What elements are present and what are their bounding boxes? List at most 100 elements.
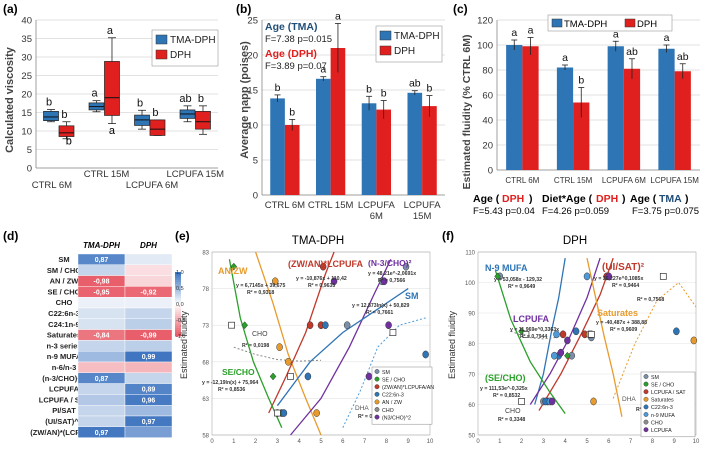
- panel-a-box-dph: [195, 111, 211, 130]
- panel-d-scale-step: [175, 300, 181, 303]
- panel-e-data-point: [385, 321, 392, 330]
- panel-d-row-label: n-6/n-3: [52, 363, 77, 372]
- panel-d-heat-cell: [124, 307, 173, 320]
- panel-d-scale-step: [175, 302, 181, 305]
- panel-c-significance-label: a: [664, 32, 670, 44]
- panel-b-category-label: 15M: [413, 211, 432, 222]
- panel-a-box-dph: [58, 125, 75, 137]
- panel-d-scale-step: [175, 328, 181, 331]
- panel-c-stat-title-dph: DPH: [596, 193, 618, 205]
- panel-d-scale-step: [175, 280, 181, 283]
- panel-c-significance-label: a: [528, 25, 534, 37]
- panel-d-scale-step: [175, 288, 181, 291]
- panel-e-data-point: [241, 321, 249, 330]
- panel-e-legend-entry: C22:6n-3: [382, 393, 404, 399]
- panel-b-significance-label: a: [320, 64, 326, 76]
- panel-b-legend: TMA-DPH DPH: [375, 25, 443, 63]
- panel-f-x-tick-label: 3: [542, 439, 546, 445]
- panel-d-scale-step: [175, 320, 181, 323]
- panel-d-scale-step: [175, 308, 181, 311]
- panel-e-equation: y = -10,876x + 110,42: [296, 276, 347, 282]
- panel-f-x-tick-label: 2: [520, 439, 524, 445]
- panel-f: (f) DPH Estimated fluidity 5060708090100…: [442, 229, 700, 445]
- panel-a-significance-label: ab: [179, 93, 191, 105]
- panel-a-group-label: CTRL 6M: [32, 180, 72, 191]
- panel-d-label: (d): [3, 229, 18, 243]
- panel-e-legend-entry: CHO: [382, 408, 394, 414]
- panel-e-legend-entry: AN / ZW: [382, 400, 402, 406]
- panel-c-y-tick-label: 60: [482, 91, 493, 102]
- panel-c-bar-tma-dph: [556, 67, 574, 170]
- panel-c-legend-entry: TMA-DPH: [564, 19, 607, 30]
- panel-e-curve-label: SM: [405, 291, 419, 301]
- panel-f-legend-entry: SE / CHO: [651, 382, 674, 388]
- panel-b-y-tick-label: 25: [247, 16, 258, 27]
- panel-e-equation: R² = 0,0198: [242, 343, 269, 349]
- panel-e-label: (e): [175, 229, 190, 243]
- panel-f-y-tick-label: 50: [468, 434, 475, 440]
- panel-a-y-ticks: 0 5 10 15 20 25 30 35 40: [21, 16, 32, 175]
- panel-c-legend-entry: DPH: [637, 19, 657, 30]
- panel-f-data-point: [583, 272, 591, 281]
- panel-f-legend-marker: [643, 404, 649, 410]
- panel-d-scale-step: [175, 290, 181, 293]
- panel-e-x-tick-label: 8: [385, 439, 389, 445]
- panel-e-x-tick-label: 7: [363, 439, 367, 445]
- panel-c-bar-tma-dph: [658, 48, 675, 170]
- panel-d-heat-cell: [124, 405, 173, 417]
- panel-e-trend-line: [276, 288, 409, 407]
- panel-b-annotation-age-dph: Age (DPH): [265, 48, 317, 60]
- panel-c-category-label: CTRL 15M: [554, 176, 593, 185]
- panel-c-stat-title: ): [529, 193, 533, 205]
- panel-f-data-point: [572, 327, 580, 336]
- panel-c-bar-dph: [522, 46, 539, 170]
- panel-f-equation: y = 11,969e^0,3363x: [510, 327, 559, 333]
- panel-e-trend-line: [228, 259, 283, 428]
- panel-a-y-axis-label: Calculated viscosity: [4, 46, 16, 153]
- panel-a-significance-label: b: [152, 107, 158, 119]
- panel-b-category-label: CTRL 6M: [265, 200, 305, 211]
- panel-b-bar-dph: [330, 48, 346, 195]
- panel-d-cell-value: 0,87: [95, 257, 109, 264]
- panel-a-group-label: LCPUFA 6M: [126, 180, 178, 191]
- panel-e-legend-frame: [371, 366, 433, 425]
- panel-a-significance-label: b: [137, 97, 143, 109]
- panel-f-title: DPH: [563, 235, 587, 247]
- panel-e-data-point: [287, 373, 294, 380]
- panel-e-x-tick-label: 10: [427, 439, 434, 445]
- panel-d-row-label: (n-3/CHO)^2: [42, 374, 86, 383]
- panel-e-data-point: [422, 350, 429, 359]
- panel-e-legend-marker: [374, 384, 380, 390]
- panel-d-heatmap: TMA-DPH DPH SM 0,87 SM / CHO AN / ZW -0,98 SE /…: [30, 241, 173, 438]
- panel-e-equation: R² = 0,9318: [247, 290, 274, 296]
- panel-b-label: (b): [236, 2, 251, 16]
- panel-f-x-tick-label: 7: [629, 439, 633, 445]
- panel-f-legend-entry: SM: [651, 375, 659, 381]
- panel-e-legend-marker: [374, 399, 380, 405]
- panel-c-stat-value: F=5.43 p=0.04: [473, 206, 535, 217]
- panel-d-heat-cell: [124, 275, 173, 287]
- panel-e-y-tick-label: 58: [202, 434, 209, 440]
- panel-d-cell-value: -0,95: [94, 289, 110, 296]
- panel-c-y-ticks: 0 20 40 60 80 100 120: [477, 16, 493, 177]
- panel-f-trend-line: [534, 257, 566, 405]
- panel-d-row-label: PI/SAT: [52, 406, 76, 415]
- panel-e-curve-label: (N-3/CHO)²: [368, 258, 412, 268]
- panel-b-category-label: LCPUFA: [358, 200, 396, 211]
- panel-e-x-tick-label: 6: [341, 439, 345, 445]
- panel-f-legend-entry: C22:6n-3: [651, 405, 673, 411]
- panel-f-legend-marker: [643, 381, 649, 387]
- panel-d-row-label: SE / CHO: [48, 287, 81, 296]
- panel-b-significance-label: ab: [409, 78, 421, 90]
- panel-f-x-tick-label: 4: [564, 439, 568, 445]
- panel-e-legend-entry: SE / CHO: [382, 377, 405, 383]
- panel-a-y-tick-label: 30: [21, 53, 32, 64]
- panel-f-equation: y = 36,227e^0,1085x: [594, 276, 643, 282]
- panel-a-significance-label: a: [109, 125, 116, 137]
- panel-e-data-point: [274, 409, 281, 417]
- panel-c-y-tick-label: 20: [482, 141, 493, 152]
- panel-a-group-label: CTRL 15M: [84, 169, 130, 180]
- panel-f-y-tick-label: 60: [468, 403, 475, 409]
